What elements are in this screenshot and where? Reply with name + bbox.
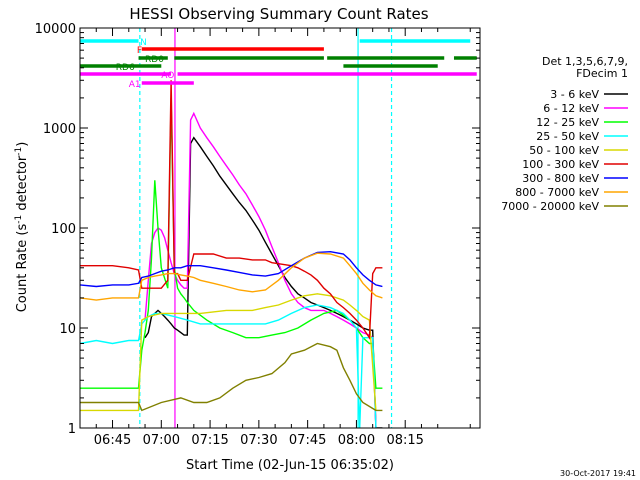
y-tick-label-2: 100 [51, 222, 76, 237]
x-tick-label-5: 08:00 [338, 433, 375, 448]
interval-label-a1: A1 [129, 80, 141, 90]
series-line-8 [80, 342, 383, 412]
x-tick-label-6: 08:15 [386, 433, 423, 448]
series-line-6 [80, 250, 383, 288]
footer-timestamp: 30-Oct-2017 19:41 [560, 469, 636, 478]
y-tick-label-4: 10000 [35, 22, 76, 37]
series-line-1 [144, 111, 377, 428]
y-tick-label-0: 1 [68, 422, 76, 437]
plot-area [80, 28, 477, 428]
interval-label-ao: AO [161, 71, 174, 81]
legend-label-0: 3 - 6 keV [550, 88, 599, 101]
x-tick-label-2: 07:15 [191, 433, 228, 448]
legend-header-2: FDecim 1 [576, 67, 628, 80]
legend-label-3: 25 - 50 keV [536, 130, 599, 143]
legend-label-2: 12 - 25 keV [536, 116, 599, 129]
x-tick-label-3: 07:30 [240, 433, 277, 448]
legend-label-1: 6 - 12 keV [543, 102, 599, 115]
interval-label-rd6: RD6 [116, 63, 135, 73]
legend-header-1: Det 1,3,5,6,7,9, [542, 55, 628, 68]
y-axis-label: Count Rate (s-1 detector-1) [14, 142, 30, 313]
interval-label-f: F [137, 46, 142, 56]
x-axis-label: Start Time (02-Jun-15 06:35:02) [186, 458, 394, 473]
series-line-7 [80, 252, 383, 301]
legend-label-6: 300 - 800 keV [522, 172, 599, 185]
chart-title: HESSI Observing Summary Count Rates [129, 5, 428, 23]
legend-label-8: 7000 - 20000 keV [501, 200, 599, 213]
series-line-3 [80, 304, 377, 428]
y-tick-label-1: 10 [59, 322, 76, 337]
x-tick-label-0: 06:45 [94, 433, 131, 448]
x-tick-label-4: 07:45 [289, 433, 326, 448]
legend-label-7: 800 - 7000 keV [515, 186, 599, 199]
legend-label-5: 100 - 300 keV [522, 158, 599, 171]
series-line-4 [80, 293, 377, 412]
interval-label-rd0: RD0 [145, 55, 164, 65]
series-line-5 [80, 80, 383, 340]
series-line-2 [80, 97, 383, 389]
series-line-0 [144, 136, 383, 428]
legend-label-4: 50 - 100 keV [529, 144, 599, 157]
y-tick-label-3: 1000 [43, 122, 76, 137]
interval-label-n: N [140, 38, 147, 48]
x-tick-label-1: 07:00 [143, 433, 180, 448]
